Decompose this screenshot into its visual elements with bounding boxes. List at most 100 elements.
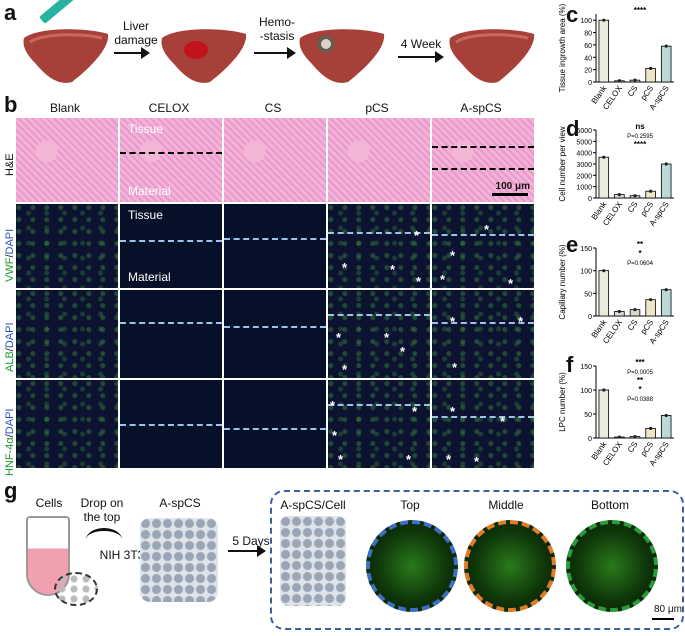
significance-label: ***: [635, 358, 645, 367]
material-label: Material: [128, 184, 171, 198]
bar-a-spcs: [660, 45, 672, 83]
star-marker: *: [474, 454, 480, 468]
bar-a-spcs: [660, 163, 672, 199]
liver-icon-hemostasis: [299, 29, 385, 83]
star-marker: *: [450, 404, 456, 419]
data-point: [649, 298, 653, 302]
cells-label: Cells: [35, 496, 63, 510]
panel-label-b: b: [4, 92, 18, 117]
liver-icon-healed: [449, 29, 535, 83]
star-marker: *: [412, 404, 418, 419]
y-tick-label: 150: [580, 364, 592, 371]
y-axis-label: Tissue ingrowth area (%): [558, 3, 567, 92]
data-point: [664, 162, 668, 166]
star-marker: *: [484, 222, 490, 237]
alb-image-cs: [224, 290, 326, 378]
view-middle-label: Middle: [488, 498, 524, 512]
y-tick-label: 0: [588, 196, 592, 203]
panel-label-e: e: [566, 232, 579, 257]
data-point: [649, 426, 653, 430]
alb-image-pcs: * * * *: [328, 290, 430, 378]
significance-label: *: [638, 249, 642, 258]
bar-a-spcs: [660, 289, 672, 317]
col-header-celox: CELOX: [148, 101, 190, 115]
x-tick-label: CS: [626, 200, 640, 214]
x-tick-label: CS: [626, 440, 640, 454]
col-header-aspcs: A-spCS: [460, 101, 502, 115]
star-marker: *: [452, 360, 458, 375]
significance-label: P=0.2595: [627, 134, 654, 140]
alb-image-aspcs: * * *: [432, 290, 534, 378]
star-marker: *: [342, 362, 348, 377]
row-label-alb: ALB/DAPI: [4, 322, 16, 372]
star-marker: *: [342, 260, 348, 275]
y-tick-label: 150: [580, 246, 592, 253]
y-tick-label: 1000: [576, 185, 592, 192]
hnf-image-aspcs: * * * *: [432, 380, 534, 468]
star-marker: *: [330, 398, 336, 413]
star-marker: *: [384, 330, 390, 345]
scaffold-image: [140, 518, 218, 602]
y-tick-label: 0: [588, 80, 592, 87]
arrow-icon: [254, 47, 296, 59]
data-point: [633, 194, 637, 198]
significance-label: ****: [634, 140, 647, 149]
days-label: 5 Days: [232, 534, 270, 548]
star-marker: *: [390, 262, 396, 277]
he-image-celox: Tissue Material: [120, 118, 222, 202]
x-tick-label: CS: [626, 84, 640, 98]
significance-label: ns: [635, 122, 645, 131]
y-tick-label: 50: [584, 291, 592, 298]
data-point: [633, 434, 637, 439]
view-top-image: [366, 520, 458, 612]
star-marker: *: [518, 314, 524, 329]
row-label-vwf: VWF/DAPI: [4, 228, 16, 282]
star-marker: *: [450, 248, 456, 263]
data-point: [602, 269, 606, 273]
data-point: [649, 189, 653, 193]
y-tick-label: 80: [584, 31, 592, 38]
step-label-hemostasis: Hemo- -stasis: [258, 15, 295, 43]
data-point: [664, 288, 668, 292]
nih-label: NIH 3T3: [99, 548, 145, 562]
significance-label: **: [637, 376, 644, 385]
drop-label: Drop on the top: [80, 496, 124, 524]
y-axis-label: LPC number (%): [558, 372, 567, 432]
y-tick-label: 50: [584, 412, 592, 419]
star-marker: *: [450, 314, 456, 329]
col-header-blank: Blank: [49, 101, 81, 115]
data-point: [664, 413, 668, 418]
y-tick-label: 100: [580, 18, 592, 25]
significance-label: P=0.0005: [627, 370, 654, 376]
he-image-cs: [224, 118, 326, 202]
y-tick-label: 100: [580, 388, 592, 395]
alb-image-celox: [120, 290, 222, 378]
star-marker: *: [400, 344, 406, 359]
data-point: [633, 78, 637, 82]
star-marker: *: [332, 428, 338, 443]
data-point: [664, 44, 668, 48]
hnf-image-pcs: * * * * *: [328, 380, 430, 468]
material-label: Material: [128, 270, 171, 284]
star-marker: *: [338, 452, 344, 467]
hnf-image-celox: [120, 380, 222, 468]
arrow-icon: [228, 545, 266, 557]
tissue-label: Tissue: [128, 208, 163, 222]
view-top-label: Top: [400, 498, 420, 512]
alb-image-blank: [16, 290, 118, 378]
y-axis-label: Capillary number (%): [558, 244, 567, 319]
y-tick-label: 40: [584, 55, 592, 62]
cell-scaffold-image: [280, 516, 346, 606]
bar-blank: [598, 389, 610, 439]
y-tick-label: 6000: [576, 128, 592, 135]
g-scale-label: 80 μm: [654, 604, 682, 615]
bar-pcs: [645, 299, 656, 317]
y-tick-label: 20: [584, 68, 592, 75]
step-label-4week: 4 Week: [400, 37, 442, 51]
star-marker: *: [440, 272, 446, 287]
view-bottom-label: Bottom: [590, 498, 629, 512]
star-marker: *: [446, 452, 452, 467]
scale-bar-label: 100 μm: [495, 181, 530, 192]
panel-label-d: d: [566, 116, 580, 141]
